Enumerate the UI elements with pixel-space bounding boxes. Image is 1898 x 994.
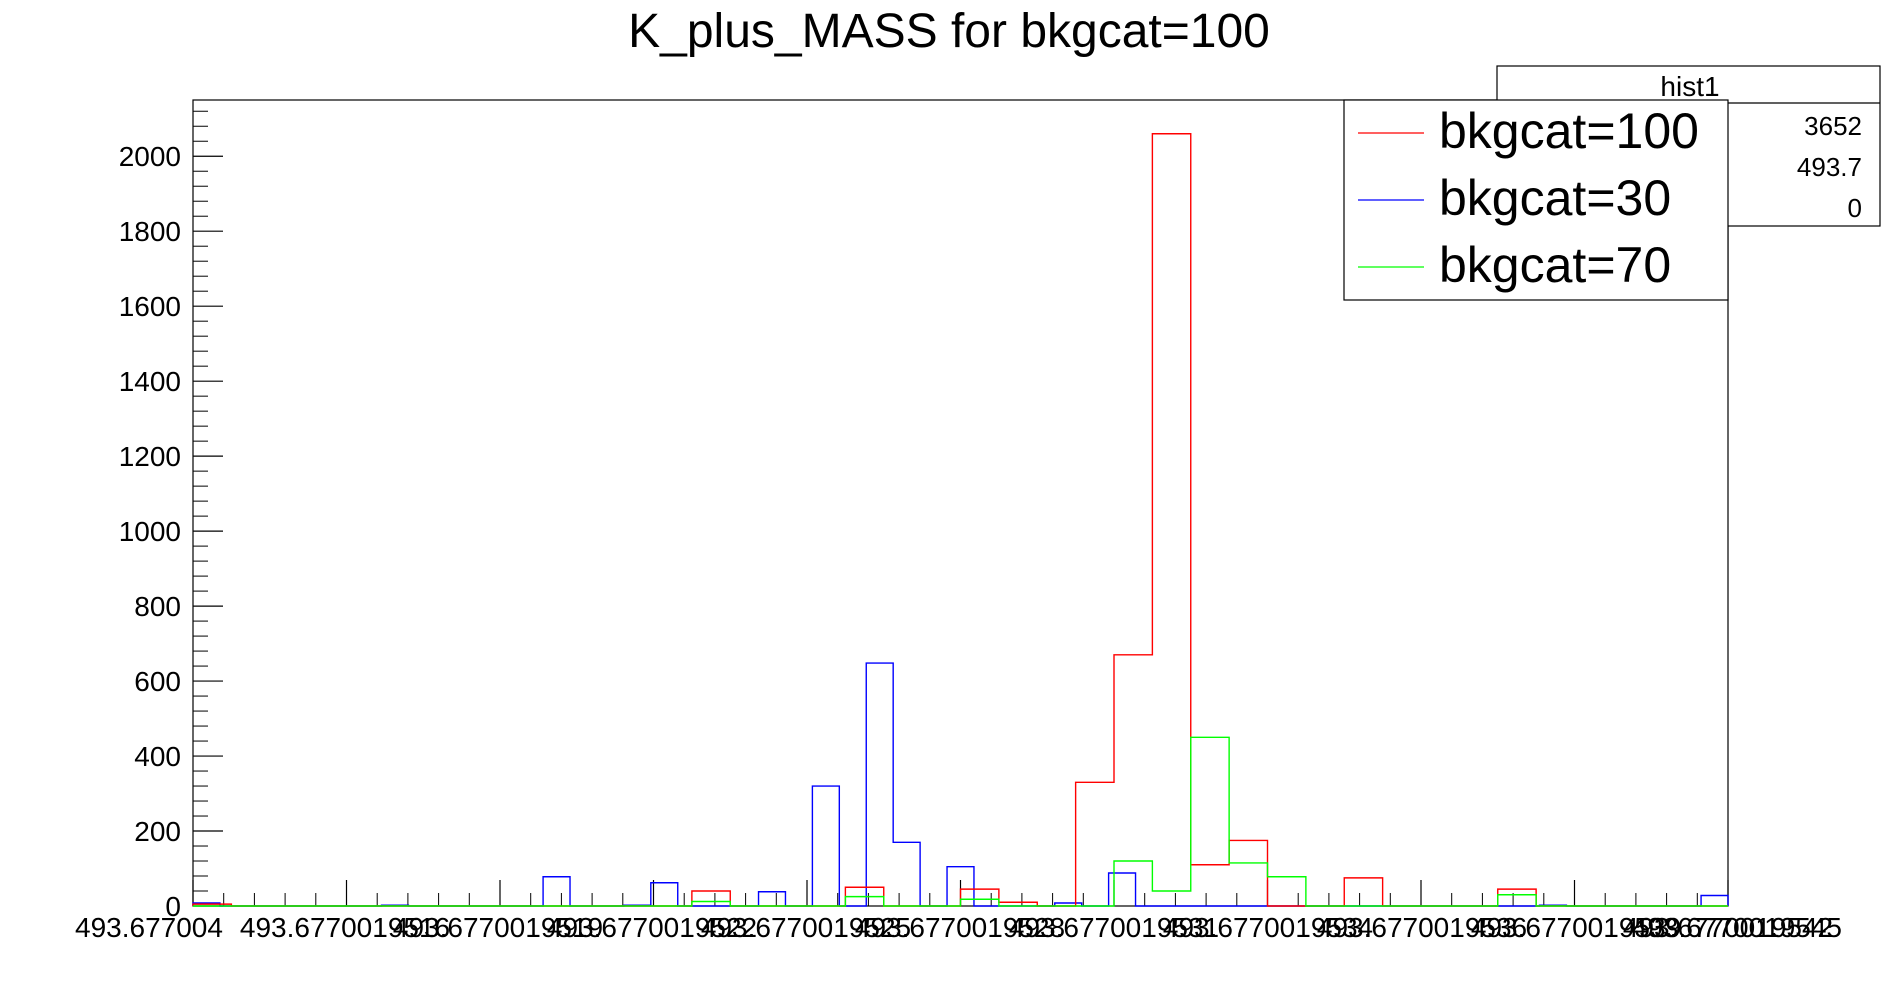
stats-box-title: hist1 (1660, 71, 1719, 102)
legend-label-0: bkgcat=100 (1439, 103, 1699, 159)
stats-stddev-value: 0 (1848, 193, 1862, 223)
y-tick-label: 1600 (119, 291, 181, 322)
bar-2-25 (1152, 891, 1190, 906)
legend-label-2: bkgcat=70 (1439, 237, 1671, 293)
x-tick-label: 493.677004 (75, 912, 223, 943)
legend-entry-1: bkgcat=30 (1358, 170, 1671, 226)
y-tick-label: 200 (134, 816, 181, 847)
bar-2-24 (1114, 861, 1152, 906)
bar-2-28 (1268, 877, 1306, 906)
x-tick-label: 493.6770019531 (1009, 912, 1219, 943)
bar-0-34 (1498, 889, 1536, 906)
bar-1-23 (812, 786, 839, 906)
x-tick-label: 493.6770019534 (1163, 912, 1373, 943)
stats-mean-value: 493.7 (1797, 152, 1862, 182)
bar-0-27 (1229, 840, 1267, 906)
y-tick-label: 2000 (119, 141, 181, 172)
x-axis: 493.677004 493.6770019516493.677001951949… (75, 880, 1842, 943)
x-tick-label: 493.6770019545 (1632, 912, 1842, 943)
bar-0-26 (1191, 865, 1229, 906)
bar-0-24 (1114, 655, 1152, 906)
bar-2-27 (1229, 863, 1267, 906)
bar-1-34 (1109, 873, 1136, 906)
x-tick-label: 493.6770019522 (547, 912, 757, 943)
bar-0-20 (961, 889, 999, 906)
x-tick-label: 493.6770019539 (1471, 912, 1681, 943)
x-tick-label: 493.6770019519 (393, 912, 603, 943)
legend: bkgcat=100 bkgcat=30 bkgcat=70 (1343, 99, 1729, 301)
bar-0-30 (1344, 878, 1382, 906)
y-tick-label: 800 (134, 591, 181, 622)
bar-1-25 (866, 663, 893, 906)
bar-2-20 (961, 899, 999, 906)
x-tick-label: 493.6770019525 (701, 912, 911, 943)
bar-2-26 (1191, 737, 1229, 906)
x-tick-label: 493.6770019536 (1317, 912, 1527, 943)
y-tick-label: 1800 (119, 216, 181, 247)
series-layer (192, 133, 1729, 907)
y-tick-label: 1000 (119, 516, 181, 547)
legend-entry-2: bkgcat=70 (1358, 237, 1671, 293)
y-axis: 0 200 400 600 800 1000 1200 1400 1600 1800 2000 (119, 110, 223, 922)
bar-1-13 (543, 877, 570, 906)
series-line-1 (192, 662, 1729, 907)
bar-1-17 (651, 883, 678, 906)
bar-2-34 (1498, 895, 1536, 906)
stats-entries-value: 3652 (1804, 111, 1862, 141)
chart-title: K_plus_MASS for bkgcat=100 (628, 5, 1270, 58)
bar-0-13 (692, 891, 730, 906)
bar-1-21 (759, 892, 786, 906)
series-line-2 (193, 736, 1728, 907)
y-tick-label: 600 (134, 666, 181, 697)
x-tick-label: 493.6770019516 (240, 912, 450, 943)
legend-label-1: bkgcat=30 (1439, 170, 1671, 226)
y-tick-label: 400 (134, 741, 181, 772)
bar-0-25 (1152, 134, 1190, 906)
x-tick-label: 493.6770019528 (855, 912, 1065, 943)
x-tick-label: 493.6770019542 (1623, 912, 1833, 943)
y-tick-label: 1400 (119, 366, 181, 397)
legend-entry-0: bkgcat=100 (1358, 103, 1699, 159)
bar-1-26 (893, 842, 920, 906)
y-tick-label: 1200 (119, 441, 181, 472)
bar-1-56 (1701, 896, 1728, 907)
y-tick-label: 0 (165, 891, 181, 922)
bar-2-17 (845, 897, 883, 906)
